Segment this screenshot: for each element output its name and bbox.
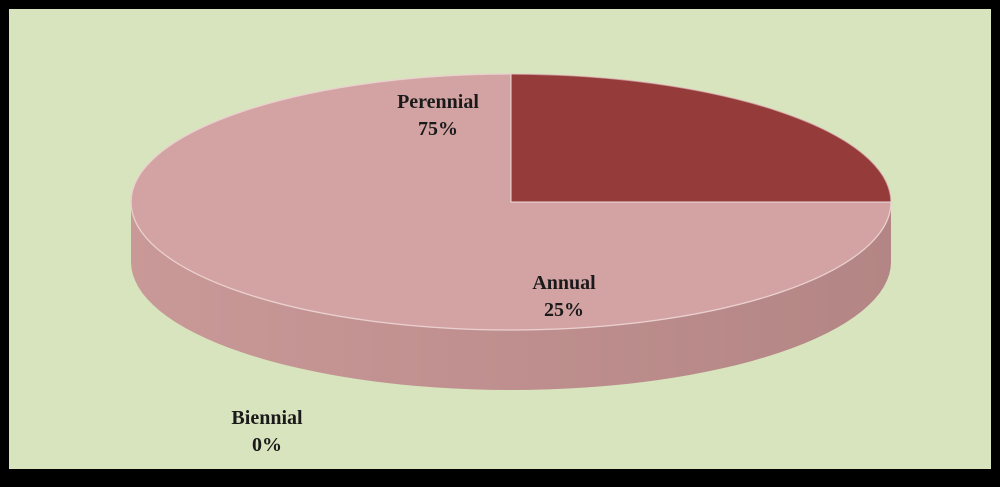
pie-chart: Perennial 75% Annual 25% Biennial 0% [130,73,892,456]
pie-rim-highlight [130,73,892,331]
slice-label-annual-name: Annual [532,272,596,294]
pie-side-perennial [131,202,891,390]
slice-label-biennial-percent: 0% [252,434,282,456]
slice-label-annual-percent: 25% [544,299,584,321]
pie-slice-annual [511,74,891,202]
slice-label-biennial-name: Biennial [231,407,303,429]
slice-label-perennial-percent: 75% [418,118,458,140]
slice-label-perennial-name: Perennial [397,91,479,113]
